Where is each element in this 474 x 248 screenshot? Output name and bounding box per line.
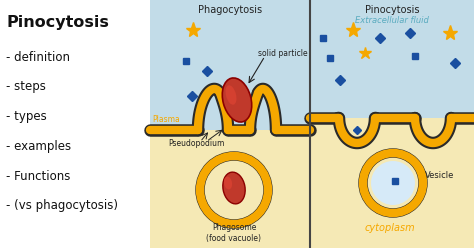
Text: solid particle: solid particle [258,49,308,58]
Ellipse shape [226,85,237,105]
Text: - definition: - definition [6,51,70,63]
Bar [150,130,310,248]
Text: cytoplasm: cytoplasm [365,223,415,233]
Circle shape [207,163,261,217]
Ellipse shape [224,177,232,189]
Text: Pinocytosis: Pinocytosis [6,15,109,30]
Text: - steps: - steps [6,80,46,93]
Text: - types: - types [6,110,47,123]
Ellipse shape [222,78,252,122]
Circle shape [363,153,423,213]
Text: - examples: - examples [6,140,71,153]
Text: Pseudopodium: Pseudopodium [168,139,224,149]
Text: Vesicle: Vesicle [425,172,455,181]
Circle shape [200,156,268,224]
Text: Phagosome
(food vacuole): Phagosome (food vacuole) [207,223,262,243]
Ellipse shape [223,172,245,204]
Bar [150,0,310,130]
Bar [310,118,474,248]
Text: Phagocytosis: Phagocytosis [198,5,262,15]
Circle shape [371,161,415,205]
Text: Pinocytosis: Pinocytosis [365,5,419,15]
Text: Plasma
membrane: Plasma membrane [152,115,194,135]
Text: - Functions: - Functions [6,170,70,183]
Text: - (vs phagocytosis): - (vs phagocytosis) [6,199,118,212]
Text: Extracellular fluid: Extracellular fluid [355,16,429,25]
Bar [310,0,474,118]
Bar [0,0,150,248]
